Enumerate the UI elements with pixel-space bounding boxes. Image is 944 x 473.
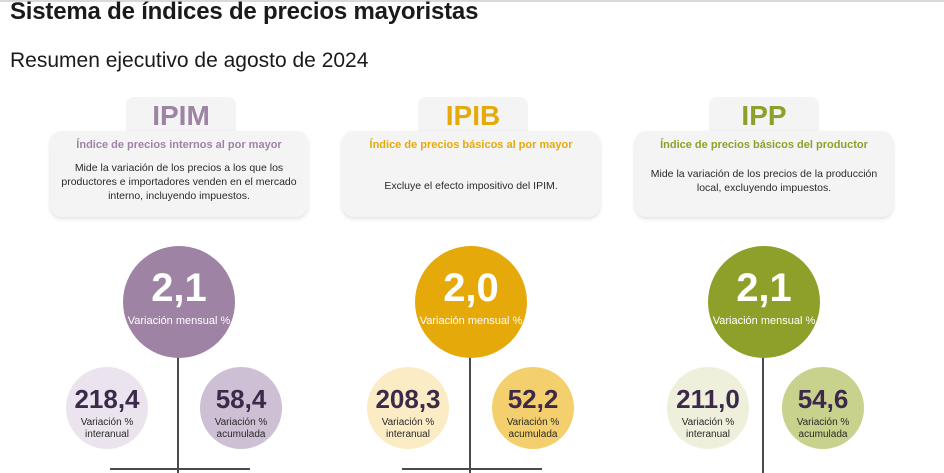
index-name: Índice de precios básicos al por mayor bbox=[369, 139, 573, 151]
connector-line bbox=[177, 320, 179, 473]
accumulated-variation-label: Variación % acumulada bbox=[506, 417, 560, 440]
interannual-variation-label: Variación % interanual bbox=[681, 417, 735, 440]
index-column-ipib: IPIB Índice de precios básicos al por ma… bbox=[342, 0, 602, 473]
index-code: IPP bbox=[709, 97, 819, 137]
page-title: Sistema de índices de precios mayoristas bbox=[10, 0, 479, 25]
interannual-variation-label: Variación % interanual bbox=[80, 417, 134, 440]
connector-line bbox=[762, 320, 764, 473]
monthly-variation-value: 2,1 bbox=[151, 266, 207, 310]
index-column-ipp: IPP Índice de precios básicos del produc… bbox=[635, 0, 895, 473]
interannual-variation-circle: 208,3 Variación % interanual bbox=[367, 367, 449, 449]
index-code: IPIB bbox=[418, 97, 528, 137]
index-description: Mide la variación de los precios de la p… bbox=[650, 168, 878, 194]
top-rule bbox=[0, 0, 944, 2]
index-card: Índice de precios básicos del productor … bbox=[635, 131, 893, 217]
monthly-variation-circle: 2,1 Variación mensual % bbox=[123, 246, 235, 358]
accumulated-variation-value: 58,4 bbox=[215, 384, 267, 414]
interannual-variation-value: 211,0 bbox=[676, 384, 740, 414]
accumulated-variation-value: 52,2 bbox=[507, 384, 559, 414]
connector-base bbox=[110, 468, 250, 470]
interannual-variation-circle: 218,4 Variación % interanual bbox=[66, 367, 148, 449]
index-code: IPIM bbox=[126, 97, 236, 137]
interannual-variation-circle: 211,0 Variación % interanual bbox=[667, 367, 749, 449]
accumulated-variation-label: Variación % acumulada bbox=[214, 417, 268, 440]
index-name: Índice de precios básicos del productor bbox=[660, 139, 868, 151]
accumulated-variation-circle: 58,4 Variación % acumulada bbox=[200, 367, 282, 449]
page-subtitle: Resumen ejecutivo de agosto de 2024 bbox=[10, 49, 369, 72]
index-card: Índice de precios básicos al por mayor E… bbox=[342, 131, 600, 217]
connector-base bbox=[402, 468, 542, 470]
monthly-variation-value: 2,1 bbox=[736, 266, 792, 310]
index-name: Índice de precios internos al por mayor bbox=[76, 139, 282, 151]
monthly-variation-label: Variación mensual % bbox=[419, 315, 523, 327]
interannual-variation-label: Variación % interanual bbox=[381, 417, 435, 440]
accumulated-variation-circle: 54,6 Variación % acumulada bbox=[782, 367, 864, 449]
accumulated-variation-label: Variación % acumulada bbox=[796, 417, 850, 440]
index-description: Excluye el efecto impositivo del IPIM. bbox=[384, 180, 558, 192]
monthly-variation-circle: 2,0 Variación mensual % bbox=[415, 246, 527, 358]
monthly-variation-label: Variación mensual % bbox=[712, 315, 816, 327]
monthly-variation-circle: 2,1 Variación mensual % bbox=[708, 246, 820, 358]
index-card: Índice de precios internos al por mayor … bbox=[50, 131, 308, 217]
index-description: Mide la variación de los precios a los q… bbox=[61, 162, 297, 202]
interannual-variation-value: 208,3 bbox=[375, 384, 441, 414]
connector-line bbox=[469, 320, 471, 473]
accumulated-variation-circle: 52,2 Variación % acumulada bbox=[492, 367, 574, 449]
index-column-ipim: IPIM Índice de precios internos al por m… bbox=[50, 0, 310, 473]
monthly-variation-value: 2,0 bbox=[443, 266, 499, 310]
monthly-variation-label: Variación mensual % bbox=[127, 315, 231, 327]
accumulated-variation-value: 54,6 bbox=[797, 384, 849, 414]
interannual-variation-value: 218,4 bbox=[74, 384, 140, 414]
